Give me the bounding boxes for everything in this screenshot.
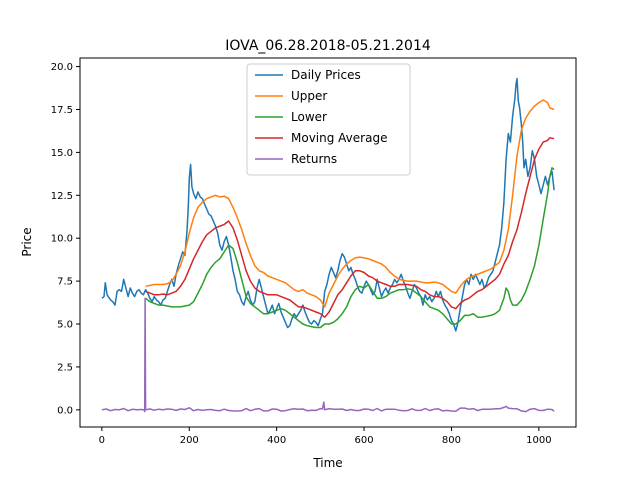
series-layer: [101, 77, 555, 413]
legend-label-daily-prices: Daily Prices: [291, 68, 361, 82]
x-tick-label: 400: [267, 435, 286, 446]
series-line-moving-average: [145, 137, 555, 318]
x-tick-label: 600: [355, 435, 374, 446]
y-tick-label: 20.0: [51, 62, 73, 73]
y-axis: 0.0 2.5 5.0 7.5 10.0 12.5 15.0 17.5 20.0: [51, 62, 80, 416]
series-line-daily-prices: [101, 77, 555, 332]
y-tick-label: 5.0: [57, 320, 73, 331]
x-axis: 0 200 400 600 800 1000: [99, 427, 552, 446]
series-line-returns: [101, 297, 555, 413]
y-axis-label: Price: [20, 227, 34, 256]
series-line-lower: [145, 167, 555, 329]
x-tick-label: 1000: [526, 435, 551, 446]
x-tick-label: 800: [442, 435, 461, 446]
chart-title: IOVA_06.28.2018-05.21.2014: [225, 38, 431, 54]
y-tick-label: 2.5: [57, 362, 73, 373]
y-tick-label: 10.0: [51, 234, 73, 245]
x-axis-label: Time: [312, 456, 342, 470]
legend-label-returns: Returns: [291, 152, 337, 166]
x-tick-label: 200: [180, 435, 199, 446]
y-tick-label: 0.0: [57, 405, 73, 416]
y-tick-label: 12.5: [51, 191, 73, 202]
y-tick-label: 17.5: [51, 105, 73, 116]
legend-label-lower: Lower: [291, 110, 327, 124]
y-tick-label: 15.0: [51, 148, 73, 159]
x-tick-label: 0: [99, 435, 105, 446]
legend: Daily Prices Upper Lower Moving Average Retu…: [246, 63, 411, 176]
plot-frame: [79, 57, 577, 428]
legend-label-moving-average: Moving Average: [291, 131, 387, 145]
legend-box: [246, 63, 411, 176]
y-tick-label: 7.5: [57, 277, 73, 288]
series-line-upper: [145, 99, 555, 308]
legend-label-upper: Upper: [291, 89, 327, 103]
